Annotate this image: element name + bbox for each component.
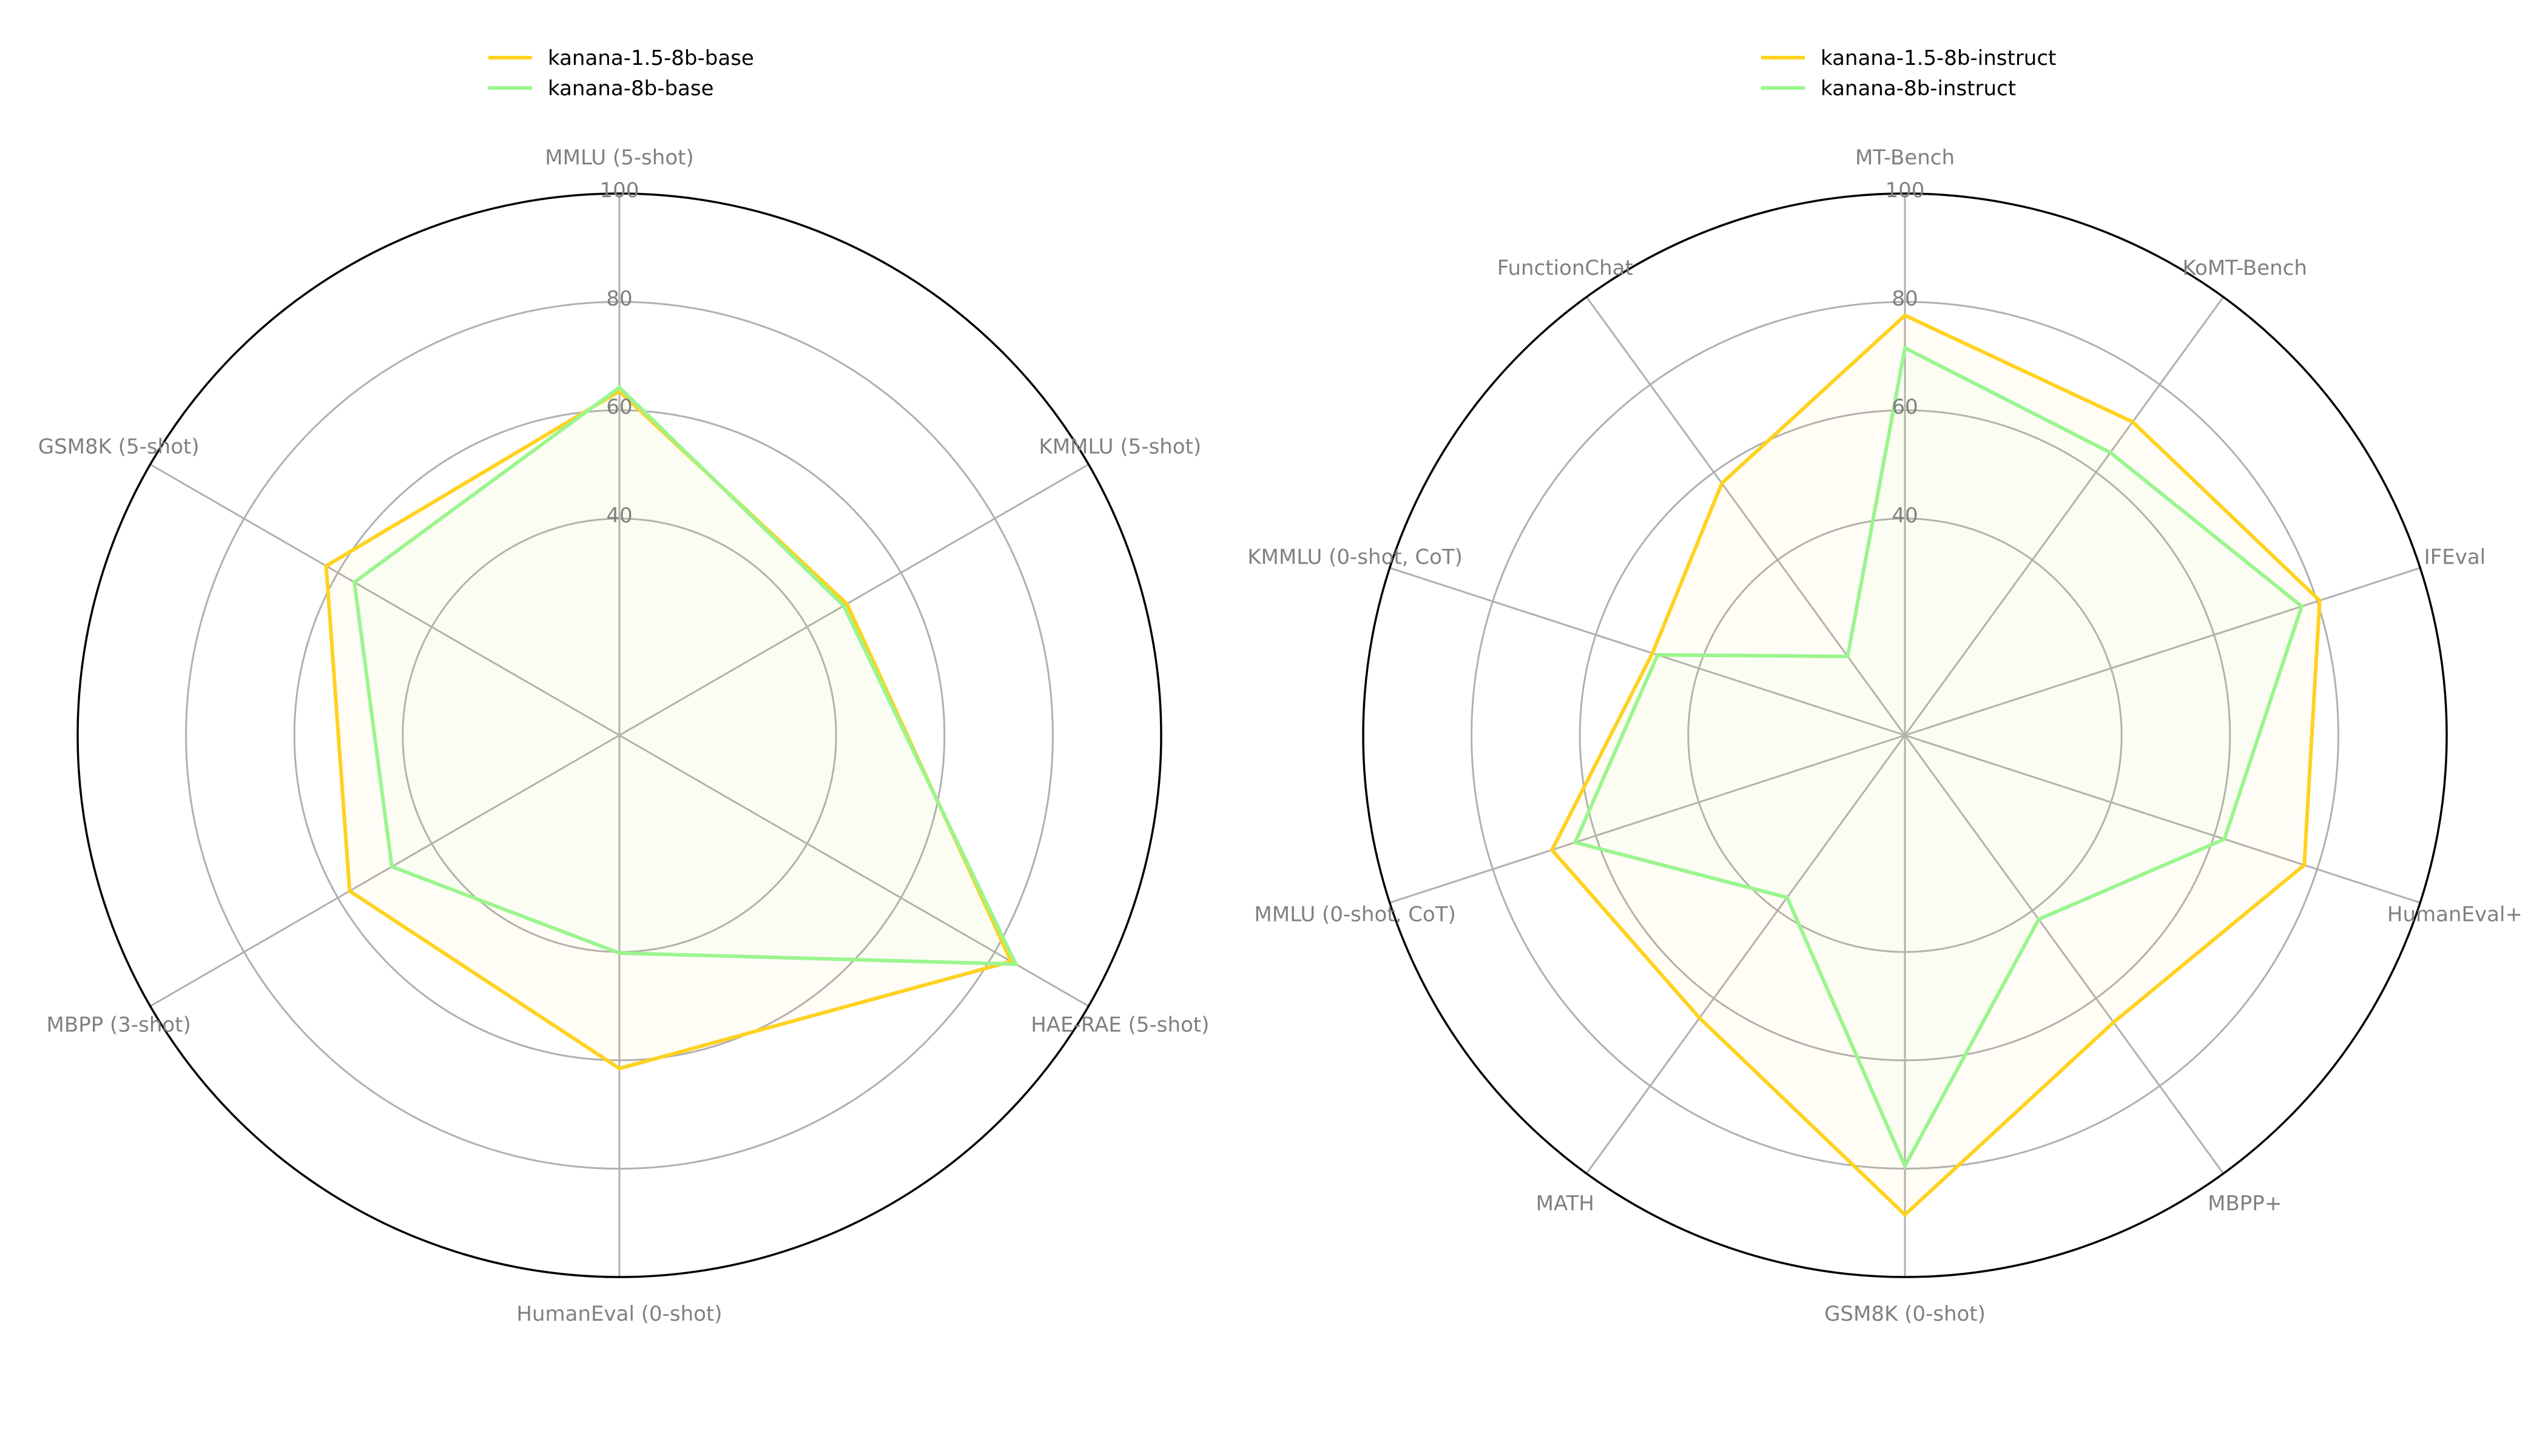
radar-chart-instruct-models: 40 60 80 100 MT-Bench KoMT-Bench IFEval HumanEv… — [1247, 46, 2523, 1326]
axis-spoke-math — [1585, 735, 1906, 1175]
axis-label-komt-bench: KoMT-Bench — [2182, 256, 2307, 280]
series-line-kanana-1-5-8b-instruct — [1549, 313, 2322, 1218]
axis-label-functionchat: FunctionChat — [1497, 256, 1633, 280]
radial-tick-label-100: 100 — [1886, 178, 1925, 203]
axis-label-kmmlu-5-shot: KMMLU (5-shot) — [1039, 435, 1201, 459]
axis-label-humaneval-0-shot: HumanEval (0-shot) — [516, 1302, 722, 1326]
radial-tick-label-60: 60 — [1892, 395, 1918, 419]
axis-spoke-ifeval — [1904, 567, 2421, 736]
axis-spoke-functionchat — [1585, 296, 1906, 736]
series-area-kanana-8b-instruct — [1575, 348, 2302, 1166]
series-line-kanana-8b-instruct — [1572, 345, 2304, 1170]
axis-label-gsm8k-5-shot: GSM8K (5-shot) — [38, 435, 200, 459]
axis-label-math: MATH — [1536, 1191, 1594, 1216]
axis-label-mt-bench: MT-Bench — [1855, 146, 1955, 170]
axis-label-mbpp: MBPP+ — [2208, 1191, 2282, 1216]
series-area-kanana-8b-base — [354, 387, 1016, 965]
radial-tick-label-60: 60 — [606, 395, 632, 419]
legend-label-kanana-8b-base: kanana-8b-base — [548, 76, 714, 101]
axis-label-hae-rae-5-shot: HAE-RAE (5-shot) — [1031, 1013, 1209, 1037]
axis-spoke-gsm8k-5-shot — [149, 463, 620, 736]
axis-label-ifeval: IFEval — [2424, 545, 2486, 570]
axis-label-mbpp-3-shot: MBPP (3-shot) — [47, 1013, 191, 1037]
series-line-kanana-1-5-8b-base — [324, 389, 1014, 1071]
polar-spine — [1362, 192, 2448, 1278]
radial-tick-label-40: 40 — [606, 504, 632, 528]
polar-spine — [76, 192, 1162, 1278]
series-line-kanana-8b-base — [352, 385, 1019, 966]
axis-label-mmlu-5-shot: MMLU (5-shot) — [545, 146, 693, 170]
radial-tick-label-100: 100 — [600, 178, 639, 203]
radar-chart-base-models: 40 60 80 100 MMLU (5-shot) KMMLU (5-shot) HAE-… — [38, 46, 1210, 1326]
axis-label-humaneval: HumanEval+ — [2387, 903, 2523, 927]
legend-label-kanana-1-5-8b-instruct: kanana-1.5-8b-instruct — [1821, 46, 2056, 70]
radial-tick-label-80: 80 — [606, 287, 632, 311]
legend-label-kanana-8b-instruct: kanana-8b-instruct — [1821, 76, 2016, 101]
series-area-kanana-1-5-8b-base — [326, 391, 1011, 1069]
axis-spoke-mmlu-0-shot-cot — [1389, 734, 1906, 904]
axis-spoke-mbpp-3-shot — [149, 734, 620, 1007]
legend-label-kanana-1-5-8b-base: kanana-1.5-8b-base — [548, 46, 754, 70]
axis-label-gsm8k-0-shot: GSM8K (0-shot) — [1824, 1302, 1986, 1326]
axis-spoke-kmmlu-5-shot — [619, 463, 1090, 736]
series-area-kanana-1-5-8b-instruct — [1552, 315, 2320, 1215]
axis-spoke-mbpp — [1904, 735, 2225, 1175]
axis-spoke-kmmlu-0-shot-cot — [1389, 567, 1906, 736]
axis-label-mmlu-0-shot-cot: MMLU (0-shot, CoT) — [1254, 903, 1455, 927]
radial-tick-label-80: 80 — [1892, 287, 1918, 311]
axis-spoke-humaneval — [1904, 734, 2421, 904]
axis-label-kmmlu-0-shot-cot: KMMLU (0-shot, CoT) — [1247, 545, 1463, 570]
radial-tick-label-40: 40 — [1892, 504, 1918, 528]
axis-spoke-komt-bench — [1904, 296, 2225, 736]
